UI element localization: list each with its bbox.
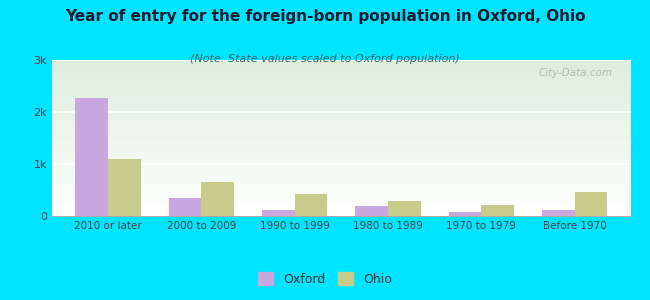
Text: Year of entry for the foreign-born population in Oxford, Ohio: Year of entry for the foreign-born popul…	[65, 9, 585, 24]
Bar	[168, 198, 202, 216]
Bar	[575, 192, 607, 216]
Bar	[542, 210, 575, 216]
Bar	[75, 98, 108, 216]
Bar	[481, 205, 514, 216]
Bar	[202, 182, 234, 216]
Legend: Oxford, Ohio: Oxford, Ohio	[254, 267, 396, 291]
Bar	[388, 201, 421, 216]
Text: City-Data.com: City-Data.com	[539, 68, 613, 78]
Bar	[448, 212, 481, 216]
Text: (Note: State values scaled to Oxford population): (Note: State values scaled to Oxford pop…	[190, 54, 460, 64]
Bar	[108, 159, 140, 216]
Bar	[262, 210, 294, 216]
Bar	[356, 206, 388, 216]
Bar	[294, 194, 327, 216]
